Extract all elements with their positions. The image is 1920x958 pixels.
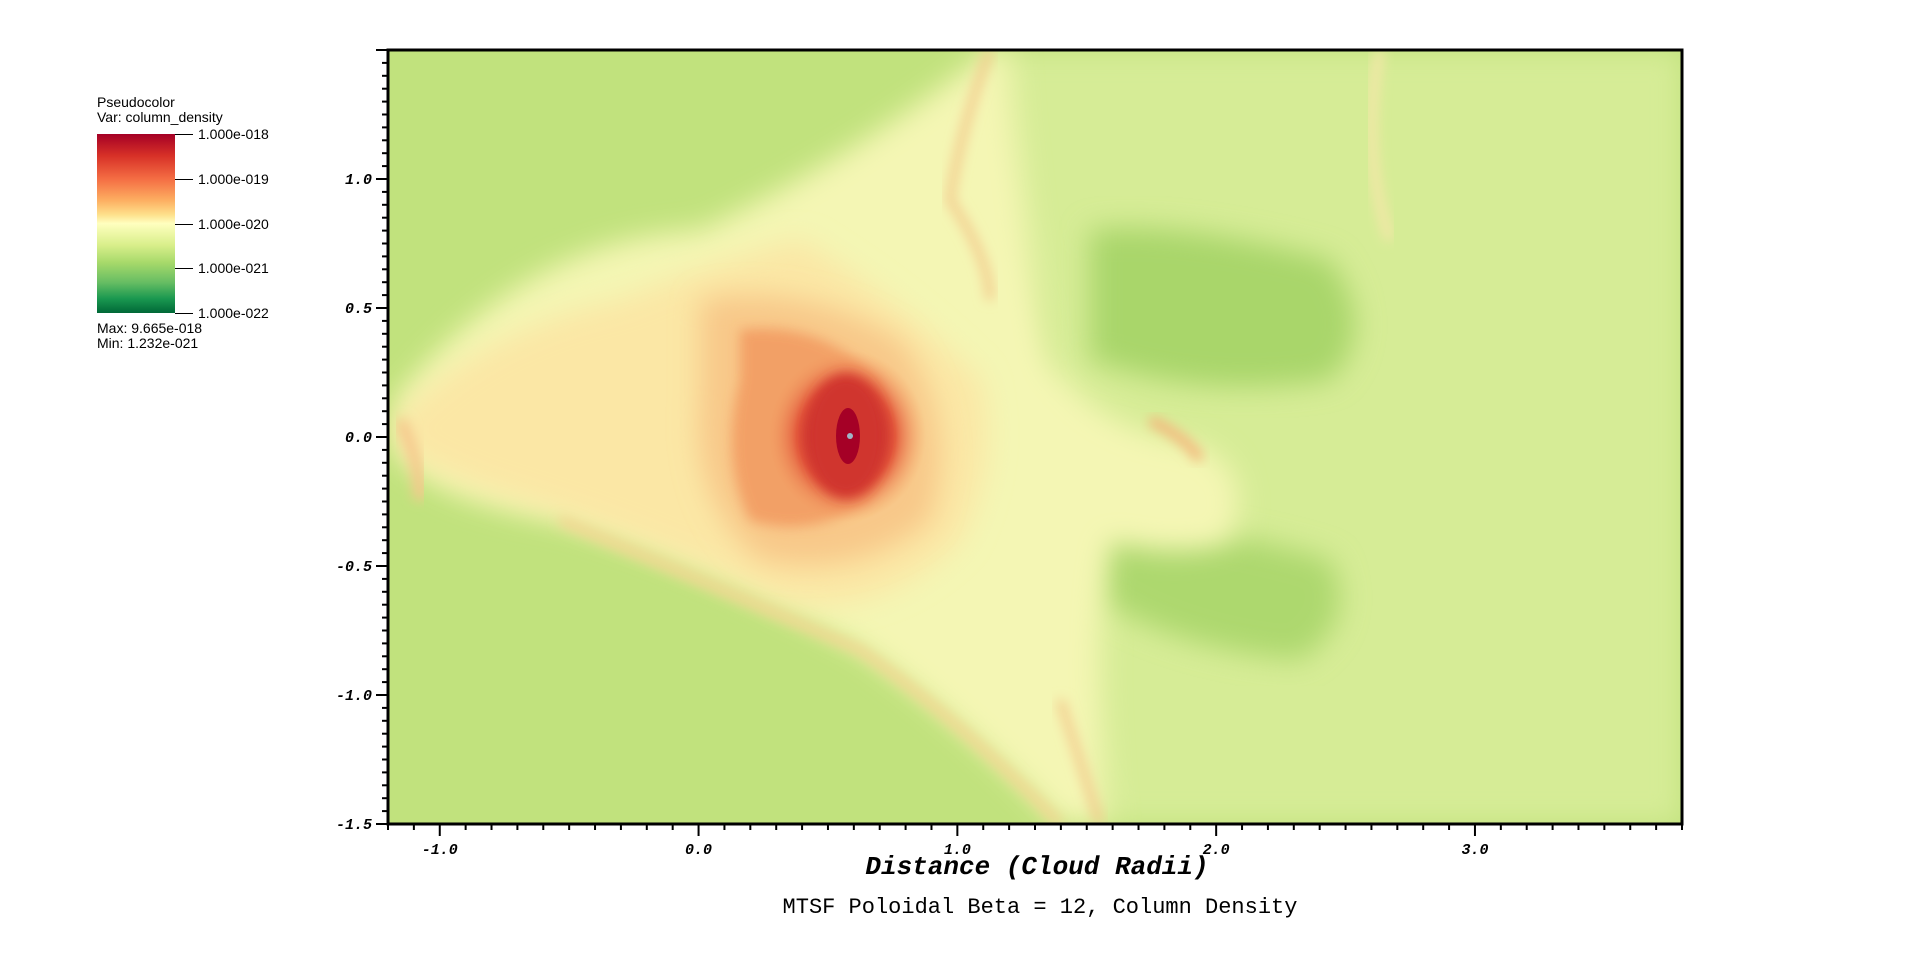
core-marker bbox=[847, 433, 853, 439]
x-tick-label: 2.0 bbox=[1203, 842, 1230, 859]
y-tick-label: -1.0 bbox=[336, 688, 372, 705]
colorbar-tick bbox=[175, 313, 193, 314]
colorbar bbox=[97, 134, 175, 313]
colorbar-tick bbox=[175, 178, 193, 180]
chart-title: MTSF Poloidal Beta = 12, Column Density bbox=[782, 895, 1298, 920]
y-tick-label: 0.5 bbox=[345, 301, 372, 318]
x-tick-label: 3.0 bbox=[1461, 842, 1488, 859]
legend-plot-type: Pseudocolor bbox=[97, 94, 175, 110]
colorbar-tick-label: 1.000e-021 bbox=[198, 260, 269, 277]
legend-variable: Var: column_density bbox=[97, 109, 223, 125]
axis-ticks bbox=[376, 49, 1683, 836]
colorbar-tick-label: 1.000e-020 bbox=[198, 215, 269, 232]
y-tick-label: 0.0 bbox=[345, 430, 372, 447]
density-field bbox=[388, 50, 1682, 824]
y-tick-label: -1.5 bbox=[336, 817, 372, 834]
colorbar-tick-label: 1.000e-018 bbox=[198, 126, 269, 142]
legend-max: Max: 9.665e-018 bbox=[97, 320, 203, 336]
colorbar-tick bbox=[175, 134, 193, 135]
legend-min: Min: 1.232e-021 bbox=[97, 335, 199, 351]
colorbar-tick bbox=[175, 223, 193, 225]
y-tick-label: -0.5 bbox=[336, 559, 372, 576]
axis-labels: -1.0 0.0 1.0 2.0 3.0 1.0 0.5 0.0 -0.5 -1.0 -1.5 bbox=[336, 172, 1488, 859]
x-tick-label: 1.0 bbox=[944, 842, 971, 859]
y-tick-label: 1.0 bbox=[345, 172, 372, 189]
x-axis-label: Distance (Cloud Radii) bbox=[865, 852, 1209, 882]
colorbar-tick-label: 1.000e-019 bbox=[198, 170, 269, 187]
colorbar-tick bbox=[175, 268, 193, 270]
x-tick-label: -1.0 bbox=[422, 842, 458, 859]
colorbar-tick-label: 1.000e-022 bbox=[198, 305, 269, 321]
x-tick-label: 0.0 bbox=[685, 842, 712, 859]
